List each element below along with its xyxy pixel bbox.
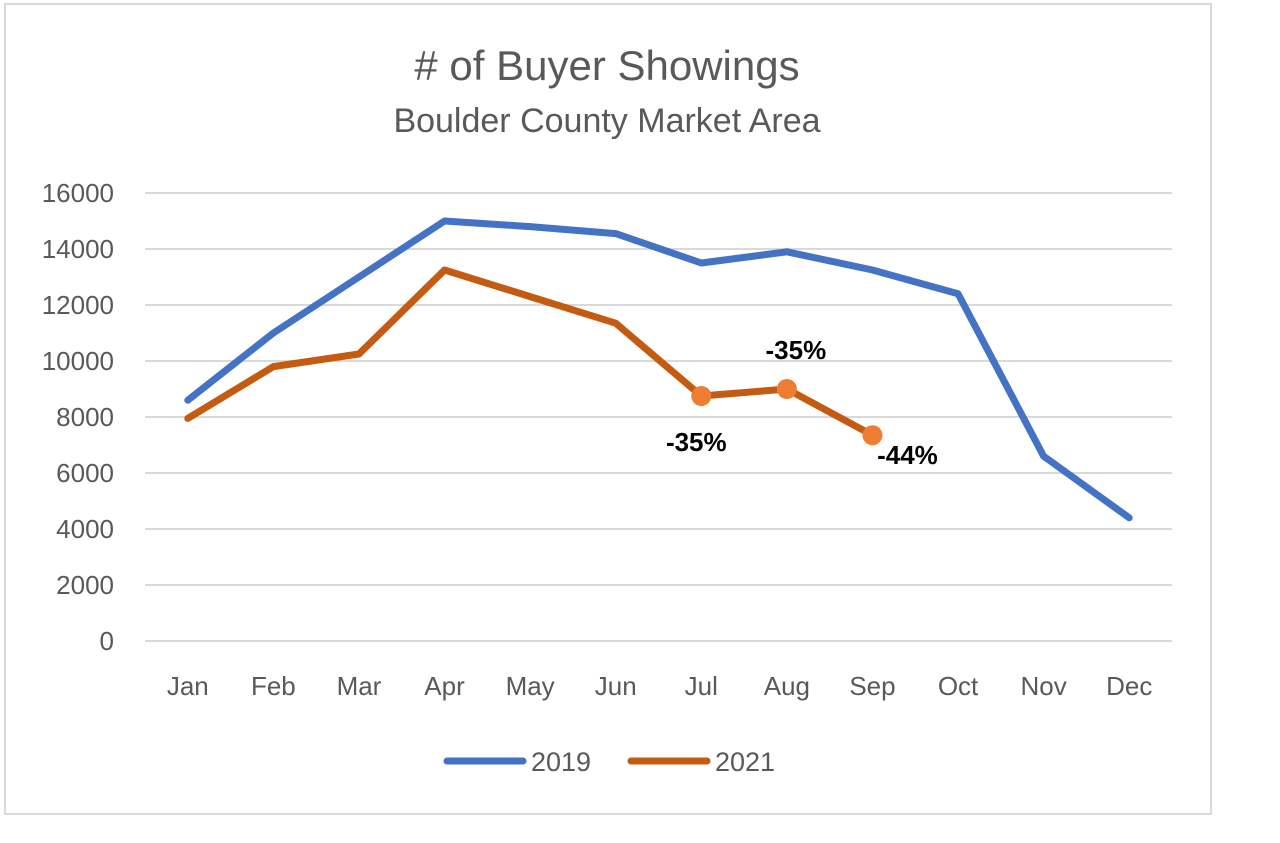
series-layer xyxy=(184,217,1133,522)
y-axis: 0 2000 4000 6000 8000 10000 12000 14000 16000 xyxy=(42,178,114,656)
x-tick-label: Aug xyxy=(764,671,810,701)
legend-label-2019[interactable]: 2019 xyxy=(531,747,591,777)
x-tick-label: Jan xyxy=(167,671,209,701)
x-tick-label: Apr xyxy=(424,671,465,701)
x-axis: Jan Feb Mar Apr May Jun Jul Aug Sep Oct Nov Dec xyxy=(167,671,1153,701)
chart-subtitle: Boulder County Market Area xyxy=(393,102,820,140)
data-point-marker xyxy=(862,425,883,446)
x-tick-label: Mar xyxy=(337,671,382,701)
data-point-marker xyxy=(691,386,712,406)
legend[interactable]: 2019 2021 xyxy=(443,747,775,777)
x-tick-label: Jun xyxy=(595,671,637,701)
x-tick-label: May xyxy=(506,671,555,701)
y-tick-label: 10000 xyxy=(42,346,114,376)
x-tick-label: Feb xyxy=(251,671,296,701)
data-label: -35% xyxy=(666,427,727,457)
annotations: -35% -35% -44% xyxy=(666,335,938,470)
y-tick-label: 2000 xyxy=(56,570,114,600)
y-tick-label: 12000 xyxy=(42,290,114,320)
data-label: -35% xyxy=(766,335,827,365)
x-tick-label: Dec xyxy=(1106,671,1152,701)
series-line-2021 xyxy=(184,266,876,439)
x-tick-label: Oct xyxy=(938,671,979,701)
x-tick-label: Sep xyxy=(849,671,895,701)
y-tick-label: 16000 xyxy=(42,178,114,208)
y-tick-label: 4000 xyxy=(56,514,114,544)
y-tick-label: 8000 xyxy=(56,402,114,432)
y-tick-label: 14000 xyxy=(42,234,114,264)
chart-title: # of Buyer Showings xyxy=(414,42,799,89)
x-tick-label: Nov xyxy=(1021,671,1067,701)
series-line-2019 xyxy=(184,217,1133,522)
data-point-marker xyxy=(776,379,797,399)
x-tick-label: Jul xyxy=(685,671,718,701)
data-label: -44% xyxy=(877,440,938,470)
y-tick-label: 0 xyxy=(100,626,114,656)
gridlines xyxy=(145,192,1172,642)
legend-label-2021[interactable]: 2021 xyxy=(715,747,775,777)
y-tick-label: 6000 xyxy=(56,458,114,488)
